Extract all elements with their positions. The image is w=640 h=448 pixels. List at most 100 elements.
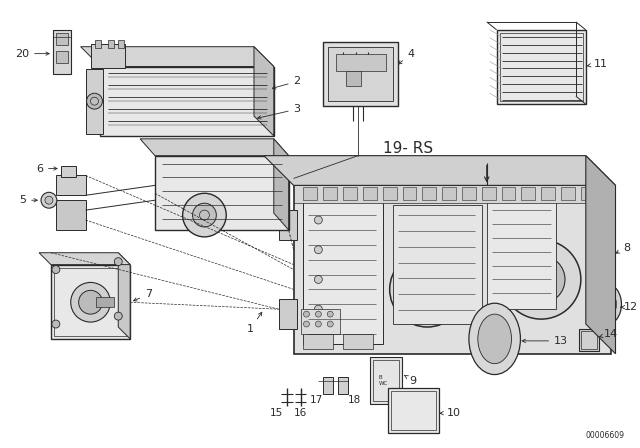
Bar	[303, 187, 317, 200]
Bar	[301, 309, 340, 334]
Bar	[56, 176, 86, 195]
Bar	[323, 376, 333, 394]
Bar	[482, 187, 495, 200]
Bar	[100, 66, 274, 136]
Text: 10: 10	[440, 408, 461, 418]
Bar	[541, 187, 555, 200]
Text: 12: 12	[621, 302, 637, 312]
Bar	[155, 155, 289, 230]
Bar	[303, 200, 383, 344]
Bar	[601, 187, 614, 200]
Bar	[303, 334, 333, 349]
Text: 8: 8	[616, 243, 630, 253]
Bar	[97, 297, 115, 307]
Text: 11: 11	[588, 59, 608, 69]
Text: 2: 2	[273, 76, 301, 89]
Circle shape	[115, 312, 122, 320]
Text: 14: 14	[600, 329, 618, 339]
Circle shape	[532, 271, 550, 289]
Circle shape	[52, 320, 60, 328]
Text: 16: 16	[294, 408, 307, 418]
Text: 9: 9	[404, 375, 417, 385]
Polygon shape	[264, 155, 616, 185]
Bar	[462, 187, 476, 200]
Bar	[500, 33, 583, 101]
Bar	[86, 69, 104, 134]
Bar	[388, 388, 439, 433]
Text: 19- RS: 19- RS	[383, 141, 433, 156]
Bar	[581, 187, 595, 200]
Circle shape	[327, 321, 333, 327]
Polygon shape	[39, 253, 130, 265]
Text: B
WC: B WC	[379, 375, 388, 386]
Circle shape	[303, 311, 310, 317]
Bar	[53, 30, 71, 74]
Polygon shape	[81, 47, 274, 66]
Circle shape	[71, 282, 110, 322]
Ellipse shape	[478, 314, 511, 364]
Ellipse shape	[469, 303, 520, 375]
Text: 4: 4	[399, 49, 415, 64]
Bar	[294, 185, 611, 354]
Bar	[56, 200, 86, 230]
Bar	[279, 299, 296, 329]
Bar	[487, 200, 556, 309]
Circle shape	[45, 196, 53, 204]
Circle shape	[502, 240, 581, 319]
Bar	[328, 47, 393, 101]
Bar	[338, 376, 348, 394]
Bar	[56, 33, 68, 45]
Bar	[336, 54, 386, 72]
Bar	[390, 392, 436, 430]
Polygon shape	[118, 253, 130, 339]
Bar	[561, 187, 575, 200]
Text: 13: 13	[522, 336, 568, 346]
Bar	[373, 360, 399, 401]
Circle shape	[390, 252, 465, 327]
Text: 20: 20	[15, 49, 49, 59]
Bar	[323, 187, 337, 200]
Text: 7: 7	[134, 289, 152, 301]
Bar	[118, 40, 124, 47]
Circle shape	[52, 266, 60, 274]
Bar	[90, 44, 125, 69]
Bar	[497, 30, 586, 104]
Circle shape	[518, 256, 565, 303]
Bar	[51, 265, 130, 339]
Text: 5: 5	[19, 195, 37, 205]
Bar	[323, 42, 397, 106]
Circle shape	[316, 321, 321, 327]
Bar	[383, 187, 397, 200]
Text: 3: 3	[257, 104, 301, 119]
Text: 1: 1	[247, 312, 262, 334]
Polygon shape	[586, 155, 616, 354]
Bar	[95, 40, 101, 47]
Bar	[502, 187, 515, 200]
Polygon shape	[140, 139, 289, 155]
Bar	[279, 210, 296, 240]
Circle shape	[314, 246, 323, 254]
Bar	[346, 72, 361, 86]
Circle shape	[314, 276, 323, 284]
Circle shape	[314, 216, 323, 224]
Bar	[581, 331, 596, 349]
Bar	[442, 187, 456, 200]
Bar	[61, 166, 76, 177]
Text: 6: 6	[36, 164, 57, 173]
Bar	[363, 187, 377, 200]
Polygon shape	[254, 47, 274, 136]
Circle shape	[86, 93, 102, 109]
Bar	[343, 334, 373, 349]
Circle shape	[200, 210, 209, 220]
Polygon shape	[274, 139, 289, 230]
Text: 17: 17	[310, 395, 323, 405]
Circle shape	[327, 311, 333, 317]
Text: 18: 18	[348, 395, 362, 405]
Circle shape	[90, 97, 99, 105]
Bar	[370, 357, 401, 404]
Bar	[294, 185, 611, 203]
Ellipse shape	[594, 284, 621, 324]
Circle shape	[303, 321, 310, 327]
Bar	[56, 51, 68, 63]
Circle shape	[41, 192, 57, 208]
